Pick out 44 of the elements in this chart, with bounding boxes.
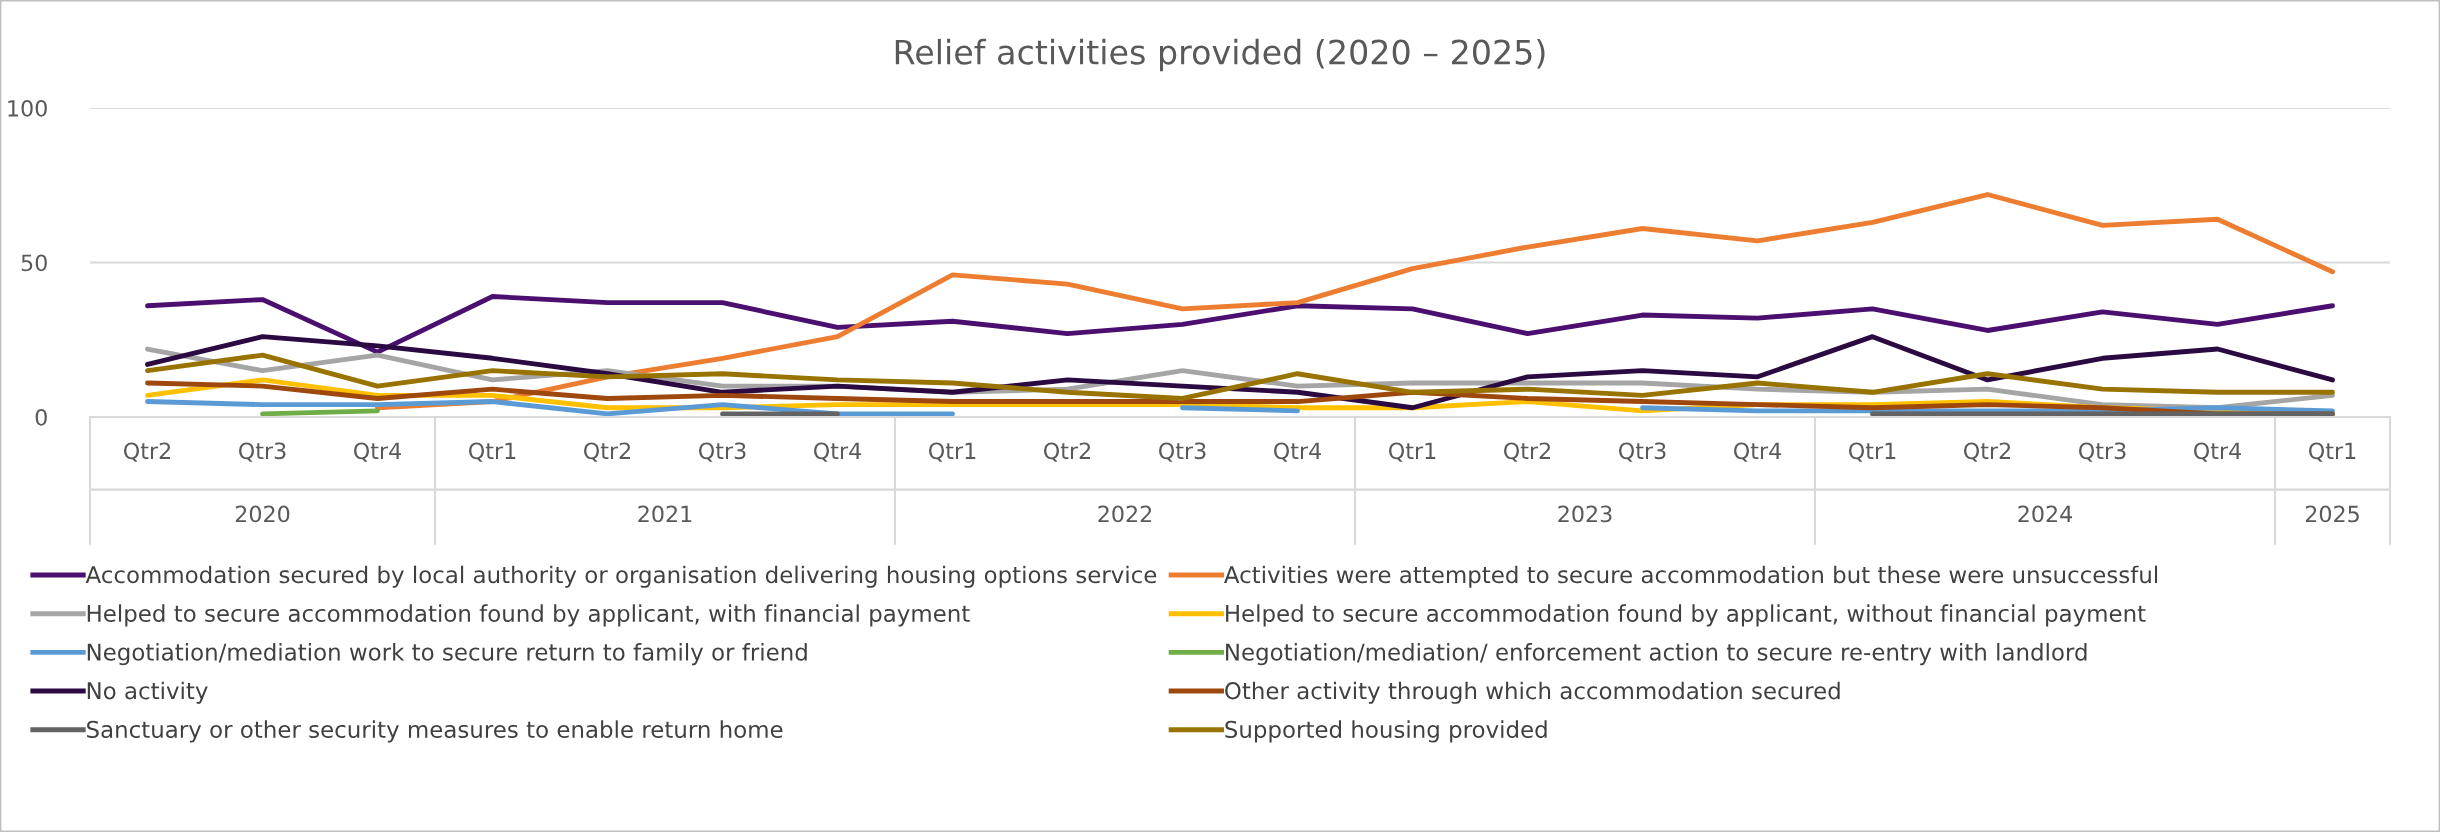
x-tick-label: Qtr4 [1734,442,1781,462]
x-tick-label: Qtr3 [1159,442,1206,462]
text: 2025 [2305,505,2359,523]
x-tick-label: Qtr2 [1044,442,1091,462]
text: 2022 [1098,505,1152,523]
x-tick-label: Qtr3 [239,442,286,462]
x-tick-label: Qtr3 [2079,442,2126,462]
chart-title: Relief activities provided (2020 – 2025) [895,38,1545,72]
legend-label: Accommodation secured by local authority or organisation delivering housing options service [85,565,1157,588]
legend-label: Negotiation/mediation/ enforcement action to secure re-entry with landlord [1226,642,2087,666]
text: 2020 [235,505,290,523]
x-tick-label: Qtr4 [354,442,401,462]
x-tick-label: Qtr3 [1619,442,1666,462]
legend-label: Supported housing provided [1225,720,1547,743]
legend-label: Sanctuary or other security measures to enable return home [87,720,783,743]
text: 2021 [638,505,692,523]
legend-label: Activities were attempted to secure accommodation but these were unsuccessful [1224,565,2158,588]
line-series [145,294,2335,355]
legend-label: Helped to secure accommodation found by applicant, with financial payment [87,604,970,627]
line-series [145,352,2335,401]
x-tick-label: Qtr1 [1389,442,1436,462]
x-tick-label: Qtr2 [1504,442,1551,462]
y-tick-label: 50 [21,254,47,272]
text: 2023 [1558,505,1612,523]
x-tick-label: Qtr1 [469,442,516,462]
x-tick-label: Qtr2 [1964,442,2011,462]
x-tick-label: Qtr4 [1274,442,1321,462]
y-tick-label: 0 [35,408,47,426]
text: 2024 [2018,505,2073,523]
x-tick-label: Qtr3 [699,442,746,462]
x-tick-label: Qtr2 [124,442,171,462]
legend-label: Helped to secure accommodation found by applicant, without financial payment [1226,604,2146,627]
line-series [375,192,2335,411]
legend-label: No activity [87,681,208,704]
x-tick-label: Qtr1 [1849,442,1896,462]
legend-label: Negotiation/mediation work to secure return to family or friend [87,642,807,666]
line-series [145,334,2335,411]
legend-label: Other activity through which accommodation secured [1225,681,1840,704]
x-tick-label: Qtr4 [2194,442,2241,462]
x-tick-label: Qtr1 [929,442,976,462]
y-tick-label: 100 [8,99,47,117]
x-tick-label: Qtr1 [2309,442,2356,462]
x-tick-label: Qtr2 [584,442,631,462]
x-tick-label: Qtr4 [814,442,861,462]
